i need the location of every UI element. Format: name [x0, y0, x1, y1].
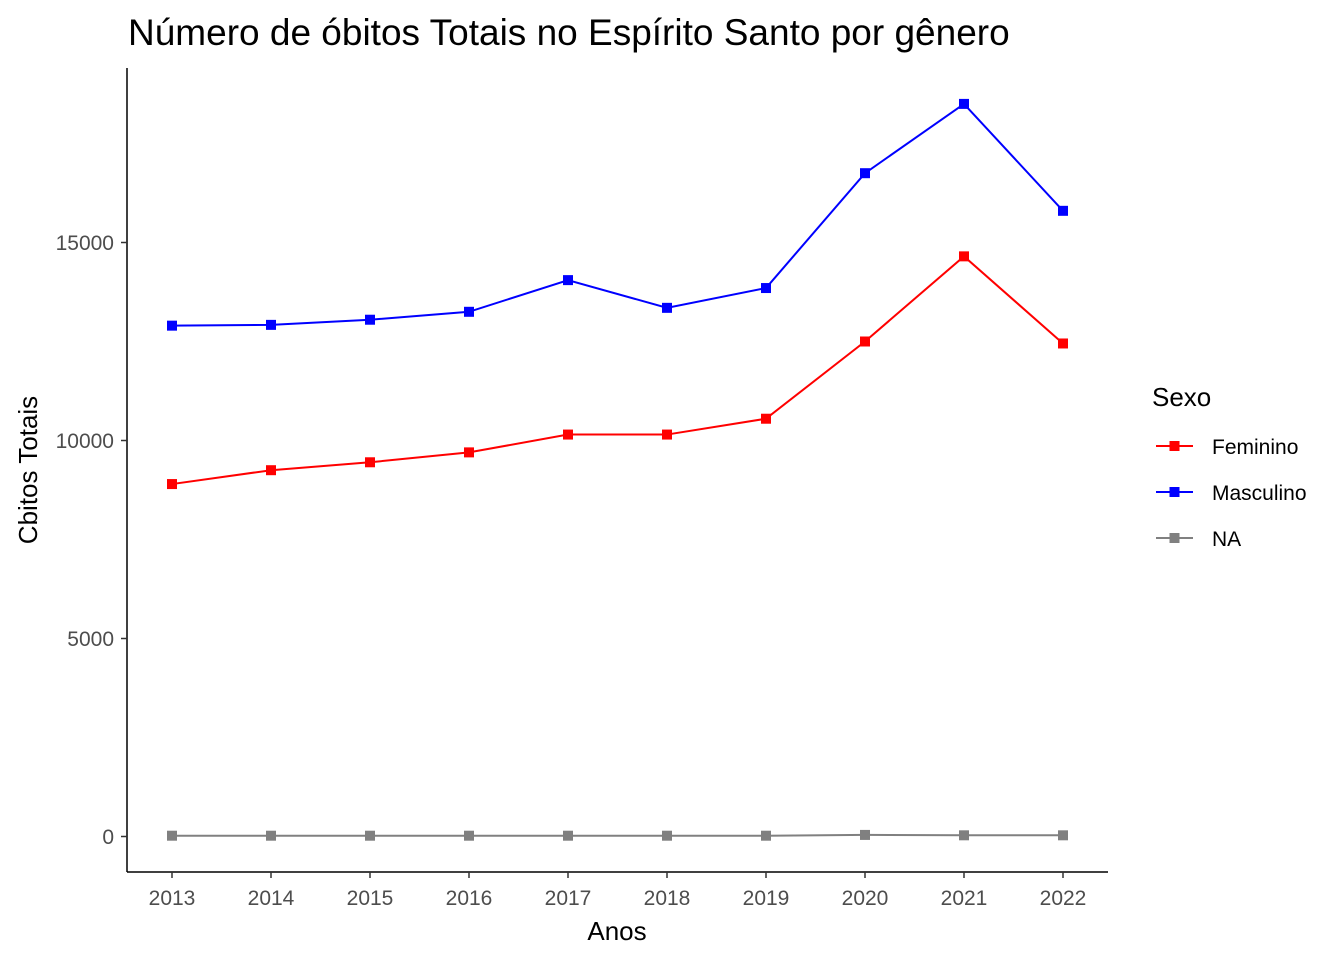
x-axis-title: Anos — [587, 916, 646, 946]
data-point-feminino — [662, 429, 672, 440]
x-tick-label: 2021 — [941, 887, 988, 910]
data-point-feminino — [761, 413, 771, 424]
legend-item-feminino: Feminino — [1156, 436, 1298, 459]
data-point-feminino — [860, 336, 870, 347]
x-tick-label: 2020 — [842, 887, 889, 910]
x-tick-label: 2018 — [644, 887, 691, 910]
data-point-na — [1058, 830, 1068, 841]
series-line-na — [172, 833, 1063, 837]
y-tick-label: 15000 — [56, 232, 114, 255]
legend-key-marker — [1169, 441, 1180, 451]
legend-items: Feminino Masculino NA — [1156, 436, 1307, 551]
legend-key-marker — [1169, 487, 1180, 497]
data-point-feminino — [563, 429, 573, 440]
x-tick-label: 2016 — [446, 887, 493, 910]
chart-title: Número de óbitos Totais no Espírito Sant… — [128, 12, 1010, 53]
data-point-na — [464, 830, 474, 841]
y-tick-label: 10000 — [56, 430, 114, 453]
data-point-masculino — [464, 306, 474, 317]
data-point-feminino — [464, 447, 474, 458]
x-tick-label: 2014 — [248, 887, 295, 910]
data-point-feminino — [1058, 338, 1068, 349]
legend-item-na: NA — [1156, 528, 1241, 551]
data-point-feminino — [167, 479, 177, 490]
legend-label: Feminino — [1212, 436, 1298, 459]
legend-label: Masculino — [1212, 482, 1307, 505]
data-point-masculino — [1058, 205, 1068, 216]
data-point-na — [761, 830, 771, 841]
data-point-feminino — [959, 251, 969, 262]
x-tick-label: 2022 — [1040, 887, 1087, 910]
data-point-na — [563, 830, 573, 841]
data-point-na — [167, 830, 177, 841]
legend-title: Sexo — [1152, 382, 1211, 412]
data-point-na — [266, 830, 276, 841]
data-point-feminino — [266, 465, 276, 476]
series-na — [167, 829, 1068, 841]
x-tick-label: 2019 — [743, 887, 790, 910]
data-point-masculino — [167, 320, 177, 331]
data-point-na — [365, 830, 375, 841]
data-point-masculino — [959, 98, 969, 109]
legend-item-masculino: Masculino — [1156, 482, 1307, 505]
legend-label: NA — [1212, 528, 1241, 551]
series-feminino — [167, 251, 1068, 490]
y-axis-title: Cbitos Totais — [13, 396, 43, 544]
x-axis-ticks: 2013 2014 2015 2016 2017 2018 2019 2020 2021 2022 — [149, 872, 1087, 910]
data-point-na — [959, 830, 969, 841]
data-point-masculino — [860, 168, 870, 179]
x-tick-label: 2017 — [545, 887, 592, 910]
x-tick-label: 2013 — [149, 887, 196, 910]
series-line-feminino — [171, 255, 1064, 486]
data-point-feminino — [365, 457, 375, 468]
legend: Sexo Feminino Masculino NA — [1152, 382, 1307, 551]
data-point-masculino — [761, 283, 771, 294]
series-line-masculino — [171, 102, 1064, 327]
series-masculino — [167, 98, 1068, 331]
x-tick-label: 2015 — [347, 887, 394, 910]
y-tick-label: 5000 — [67, 628, 114, 651]
y-axis-ticks: 0 5000 10000 15000 — [56, 232, 127, 849]
legend-key-marker — [1169, 533, 1180, 543]
data-point-masculino — [365, 314, 375, 325]
data-point-masculino — [266, 319, 276, 330]
data-point-masculino — [662, 302, 672, 313]
data-point-na — [860, 829, 870, 840]
y-tick-label: 0 — [102, 826, 114, 849]
data-point-masculino — [563, 275, 573, 286]
plot-area — [167, 98, 1068, 841]
data-point-na — [662, 830, 672, 841]
